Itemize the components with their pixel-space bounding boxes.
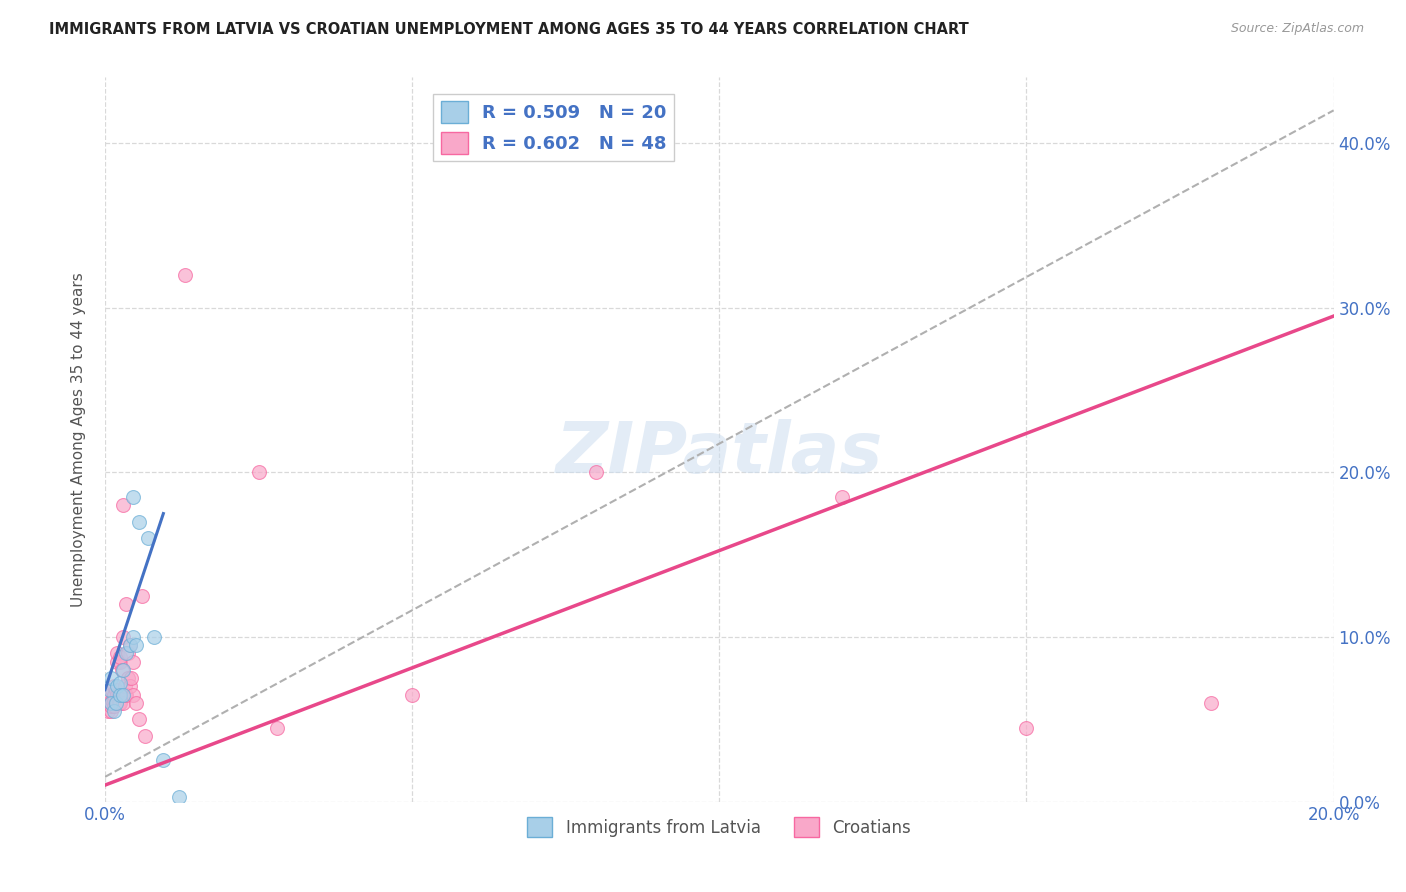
Point (110, 655, 132, 669)
Point (112, 696, 135, 710)
Point (121, 688, 143, 702)
Point (103, 692, 125, 706)
Point (105, 655, 128, 669)
Point (100, 704, 122, 718)
Point (103, 704, 125, 718)
Point (143, 630, 166, 644)
Point (118, 638, 141, 652)
Point (247, 466, 270, 480)
Point (101, 692, 124, 706)
Legend: Immigrants from Latvia, Croatians: Immigrants from Latvia, Croatians (520, 810, 918, 844)
Point (118, 679, 141, 693)
Point (100, 671, 122, 685)
Point (97, 704, 120, 718)
Point (110, 649, 132, 664)
Point (105, 647, 128, 661)
Point (121, 490, 143, 504)
Text: IMMIGRANTS FROM LATVIA VS CROATIAN UNEMPLOYMENT AMONG AGES 35 TO 44 YEARS CORREL: IMMIGRANTS FROM LATVIA VS CROATIAN UNEMP… (49, 22, 969, 37)
Point (105, 696, 128, 710)
Point (103, 679, 125, 693)
Point (152, 754, 174, 768)
Point (97, 696, 120, 710)
Point (121, 655, 143, 669)
Point (125, 638, 148, 652)
Point (112, 663, 135, 677)
Point (114, 679, 136, 693)
Point (105, 688, 128, 702)
Point (107, 696, 129, 710)
Point (134, 729, 156, 743)
Point (110, 676, 132, 690)
Point (115, 647, 138, 661)
Point (98, 682, 121, 697)
Point (103, 688, 125, 702)
Point (110, 688, 132, 702)
Point (107, 688, 129, 702)
Text: Source: ZipAtlas.com: Source: ZipAtlas.com (1230, 22, 1364, 36)
Point (125, 696, 148, 710)
Point (114, 688, 136, 702)
Point (131, 589, 153, 603)
Point (98, 688, 121, 702)
Point (831, 490, 853, 504)
Point (100, 696, 122, 710)
Point (115, 688, 138, 702)
Point (105, 682, 128, 697)
Point (111, 663, 134, 677)
Point (110, 696, 132, 710)
Point (103, 699, 125, 714)
Point (112, 499, 135, 513)
Y-axis label: Unemployment Among Ages 35 to 44 years: Unemployment Among Ages 35 to 44 years (72, 272, 86, 607)
Point (101, 682, 124, 697)
Point (112, 688, 135, 702)
Point (401, 688, 423, 702)
Point (100, 696, 122, 710)
Point (128, 515, 150, 529)
Point (111, 688, 134, 702)
Point (167, 789, 190, 804)
Point (105, 696, 128, 710)
Point (1015, 721, 1038, 735)
Point (1199, 696, 1222, 710)
Text: ZIPatlas: ZIPatlas (555, 419, 883, 489)
Point (173, 268, 195, 282)
Point (118, 638, 141, 652)
Point (100, 699, 122, 714)
Point (115, 597, 138, 611)
Point (117, 671, 139, 685)
Point (266, 721, 288, 735)
Point (136, 531, 159, 545)
Point (112, 630, 135, 644)
Point (121, 630, 143, 644)
Point (585, 466, 607, 480)
Point (105, 679, 128, 693)
Point (117, 647, 139, 661)
Point (128, 712, 150, 726)
Point (120, 671, 142, 685)
